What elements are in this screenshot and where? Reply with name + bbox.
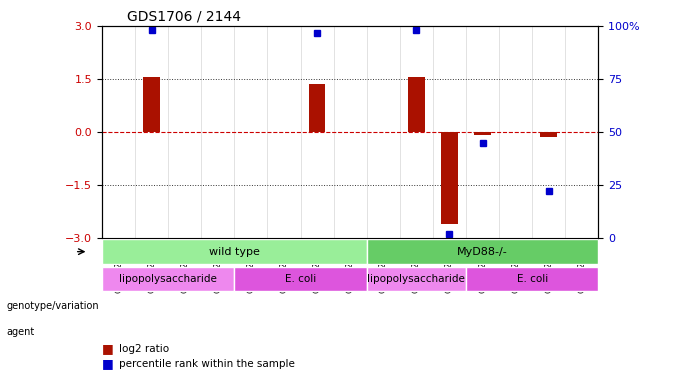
Text: lipopolysaccharide: lipopolysaccharide bbox=[367, 274, 465, 284]
FancyBboxPatch shape bbox=[102, 267, 235, 291]
FancyBboxPatch shape bbox=[466, 267, 598, 291]
Text: GDS1706 / 2144: GDS1706 / 2144 bbox=[126, 10, 241, 24]
Text: E. coli: E. coli bbox=[285, 274, 316, 284]
Bar bbox=[441, 132, 458, 224]
Bar bbox=[541, 132, 557, 138]
Text: lipopolysaccharide: lipopolysaccharide bbox=[119, 274, 217, 284]
Bar bbox=[408, 77, 424, 132]
Text: ■: ■ bbox=[102, 342, 114, 355]
FancyBboxPatch shape bbox=[235, 267, 367, 291]
Text: genotype/variation: genotype/variation bbox=[7, 301, 99, 310]
Bar bbox=[143, 77, 160, 132]
FancyBboxPatch shape bbox=[367, 267, 466, 291]
Text: MyD88-/-: MyD88-/- bbox=[457, 247, 508, 256]
FancyBboxPatch shape bbox=[367, 239, 598, 264]
Text: wild type: wild type bbox=[209, 247, 260, 256]
Text: percentile rank within the sample: percentile rank within the sample bbox=[119, 359, 295, 369]
FancyBboxPatch shape bbox=[102, 239, 367, 264]
Bar bbox=[309, 84, 325, 132]
Text: ■: ■ bbox=[102, 357, 114, 370]
Text: log2 ratio: log2 ratio bbox=[119, 344, 169, 354]
Bar bbox=[475, 132, 491, 135]
Text: E. coli: E. coli bbox=[517, 274, 548, 284]
Text: agent: agent bbox=[7, 327, 35, 337]
